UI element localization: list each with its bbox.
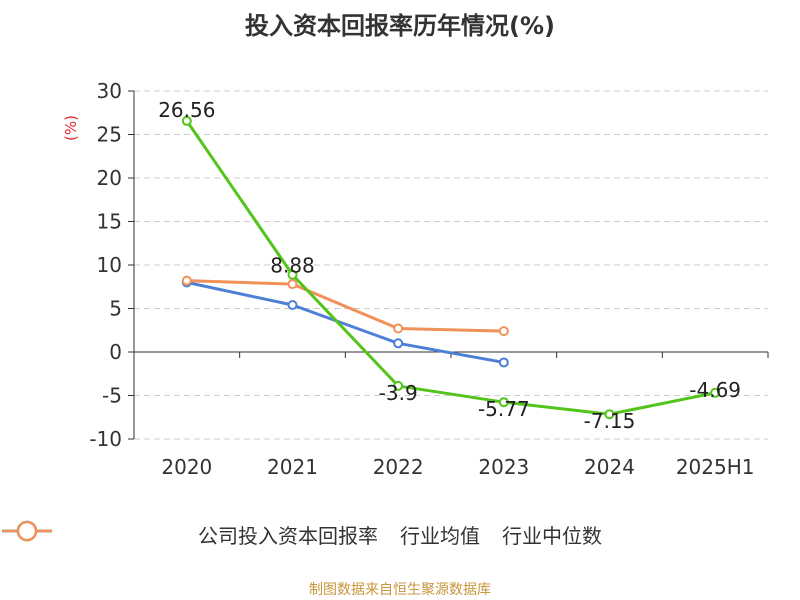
series-point-0 (393, 380, 404, 391)
legend-item[interactable]: 行业中位数 (2, 520, 602, 549)
series-point-1 (498, 357, 509, 368)
series-point-0 (287, 269, 298, 280)
series-point-2 (393, 323, 404, 334)
x-tick-label: 2021 (267, 455, 318, 479)
y-axis-label: (%) (62, 115, 80, 141)
legend-label: 行业均值 (400, 524, 480, 548)
data-label: -4.69 (689, 378, 741, 402)
x-tick-label: 2025H1 (676, 455, 755, 479)
x-tick-label: 2022 (373, 455, 424, 479)
series-point-2 (498, 326, 509, 337)
legend-item[interactable]: 公司投入资本回报率 (2, 520, 378, 549)
y-tick-label: -5 (102, 384, 122, 408)
series-line-2 (186, 279, 504, 333)
series-point-1 (393, 338, 404, 349)
series-line-0 (185, 120, 716, 416)
x-tick-label: 2020 (161, 455, 212, 479)
series-point-0 (604, 409, 615, 420)
legend: 公司投入资本回报率 行业均值 行业中位数 (0, 520, 800, 549)
legend-line-circle-icon (2, 520, 52, 542)
legend-label: 行业中位数 (502, 524, 602, 548)
legend-label: 公司投入资本回报率 (198, 524, 378, 548)
data-label: -3.9 (379, 381, 418, 405)
series-point-2 (181, 275, 192, 286)
data-label: 8.88 (270, 254, 315, 278)
x-tick-label: 2023 (478, 455, 529, 479)
y-tick-label: 20 (97, 166, 122, 190)
y-tick-label: -10 (89, 427, 122, 451)
data-label: 26.56 (158, 98, 215, 122)
series-point-0 (181, 115, 192, 126)
legend-item[interactable]: 行业均值 (2, 520, 480, 549)
source-note: 制图数据来自恒生聚源数据库 (309, 582, 491, 598)
y-tick-label: 5 (109, 297, 122, 321)
y-tick-label: 30 (97, 79, 122, 103)
y-tick-label: 10 (97, 253, 122, 277)
y-tick-label: 25 (97, 123, 122, 147)
series-point-0 (710, 387, 721, 398)
data-label: -7.15 (584, 409, 636, 433)
y-tick-label: 15 (97, 210, 122, 234)
chart-title: 投入资本回报率历年情况(%) (245, 12, 555, 40)
x-tick-label: 2024 (584, 455, 635, 479)
series-point-1 (287, 300, 298, 311)
series-point-2 (287, 279, 298, 290)
y-tick-label: 0 (109, 340, 122, 364)
series-line-1 (186, 280, 505, 364)
data-label: -5.77 (478, 397, 530, 421)
series-point-0 (498, 397, 509, 408)
